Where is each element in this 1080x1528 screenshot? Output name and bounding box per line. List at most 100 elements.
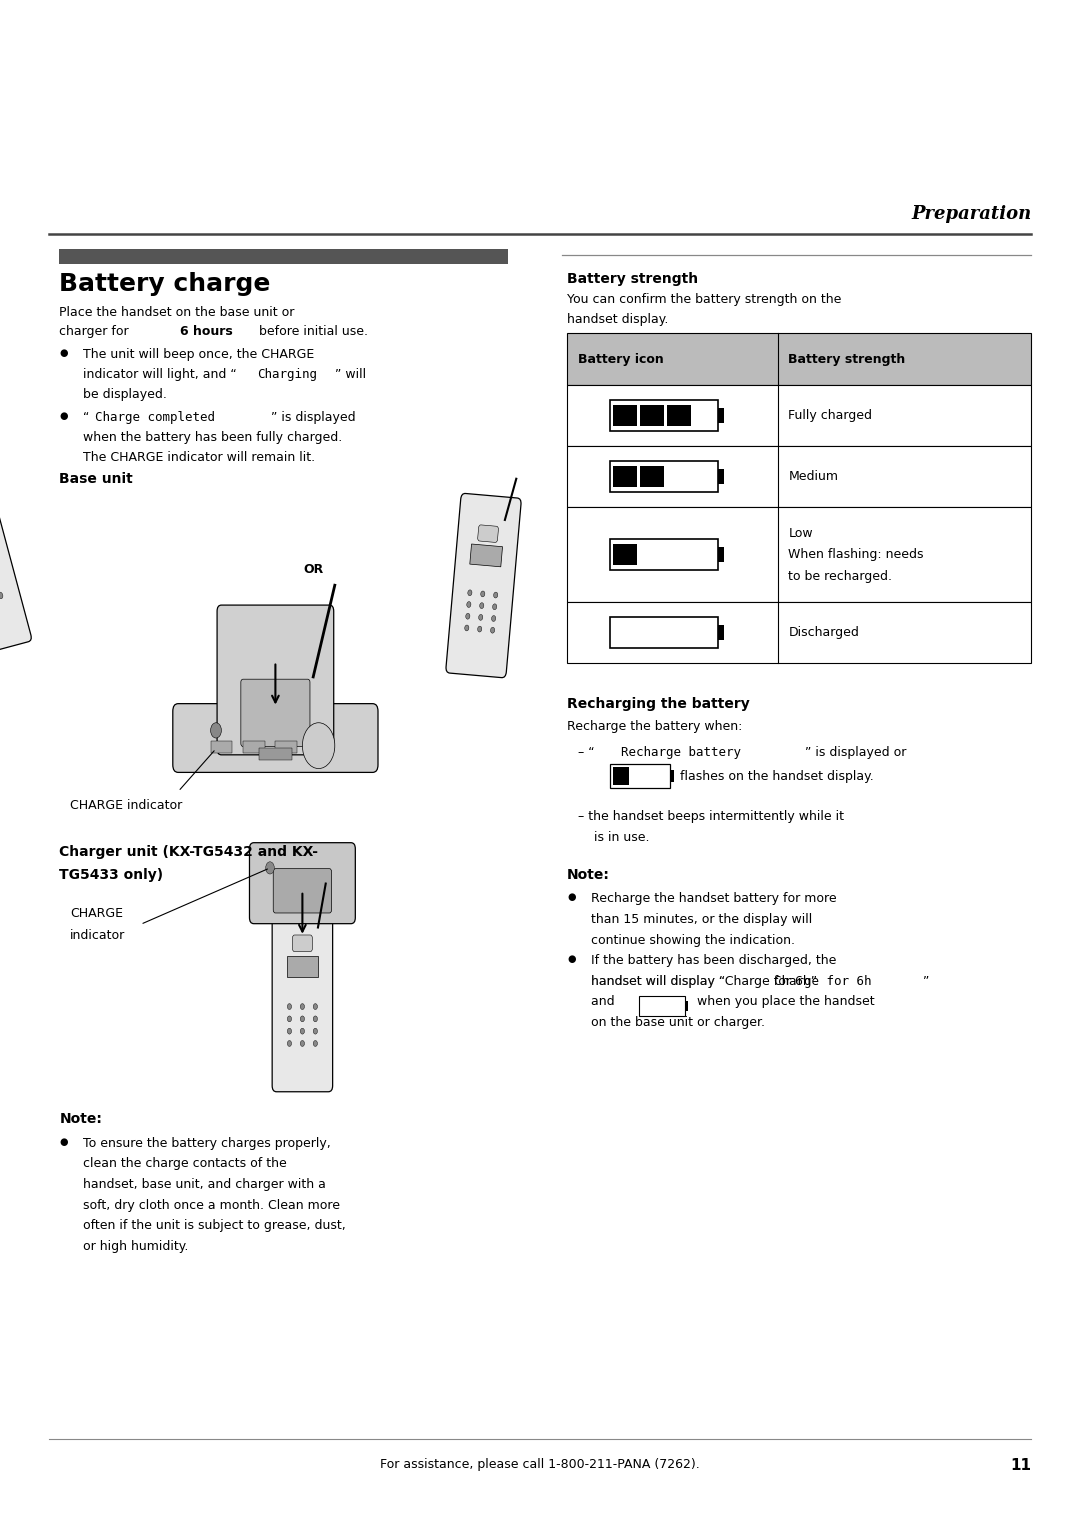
Bar xyxy=(685,1001,688,1012)
FancyBboxPatch shape xyxy=(272,903,333,1091)
Text: Battery icon: Battery icon xyxy=(578,353,663,365)
Text: Charge completed: Charge completed xyxy=(95,411,215,425)
Text: Charging: Charging xyxy=(257,368,318,382)
Text: Note:: Note: xyxy=(59,1112,103,1126)
Bar xyxy=(640,466,664,487)
Text: Preparation: Preparation xyxy=(912,205,1031,223)
Circle shape xyxy=(464,625,469,631)
Bar xyxy=(211,741,232,753)
Bar xyxy=(243,741,265,753)
Circle shape xyxy=(490,628,495,633)
Bar xyxy=(718,625,724,640)
Bar xyxy=(718,469,724,484)
Text: 11: 11 xyxy=(1011,1458,1031,1473)
Bar xyxy=(613,466,637,487)
Circle shape xyxy=(300,1004,305,1010)
Text: ●: ● xyxy=(59,1137,68,1148)
Text: when you place the handset: when you place the handset xyxy=(697,996,874,1008)
Bar xyxy=(567,333,1031,385)
Text: ” is displayed: ” is displayed xyxy=(271,411,355,425)
Text: Place the handset on the base unit or: Place the handset on the base unit or xyxy=(59,306,295,319)
Text: Recharge battery: Recharge battery xyxy=(621,746,741,759)
Text: Note:: Note: xyxy=(567,868,610,882)
Circle shape xyxy=(478,614,483,620)
Text: Recharge the battery when:: Recharge the battery when: xyxy=(567,720,742,733)
Text: to be recharged.: to be recharged. xyxy=(788,570,892,582)
Circle shape xyxy=(481,591,485,597)
Text: If the battery has been discharged, the: If the battery has been discharged, the xyxy=(591,955,836,967)
Text: CHARGE: CHARGE xyxy=(70,908,123,920)
Text: OR: OR xyxy=(303,564,323,576)
Text: ●: ● xyxy=(567,892,576,903)
Circle shape xyxy=(494,593,498,597)
FancyBboxPatch shape xyxy=(446,494,521,677)
Circle shape xyxy=(302,723,335,769)
FancyBboxPatch shape xyxy=(0,445,31,657)
Bar xyxy=(613,405,637,426)
Text: handset will display “Charge for 6h”: handset will display “Charge for 6h” xyxy=(591,975,816,989)
Bar xyxy=(610,461,718,492)
Text: often if the unit is subject to grease, dust,: often if the unit is subject to grease, … xyxy=(83,1219,346,1233)
Circle shape xyxy=(480,602,484,608)
Text: flashes on the handset display.: flashes on the handset display. xyxy=(680,770,874,782)
Text: When flashing: needs: When flashing: needs xyxy=(788,549,923,561)
Text: Charger unit (KX-TG5432 and KX-: Charger unit (KX-TG5432 and KX- xyxy=(59,845,319,859)
Bar xyxy=(567,507,1031,602)
Circle shape xyxy=(313,1016,318,1022)
Text: Charge for 6h: Charge for 6h xyxy=(774,975,872,989)
Text: CHARGE indicator: CHARGE indicator xyxy=(70,799,183,813)
Bar xyxy=(470,544,502,567)
Circle shape xyxy=(313,1028,318,1034)
Text: For assistance, please call 1-800-211-PANA (7262).: For assistance, please call 1-800-211-PA… xyxy=(380,1458,700,1471)
Text: You can confirm the battery strength on the: You can confirm the battery strength on … xyxy=(567,293,841,307)
Text: The unit will beep once, the CHARGE: The unit will beep once, the CHARGE xyxy=(83,348,314,362)
Circle shape xyxy=(467,602,471,608)
Text: on the base unit or charger.: on the base unit or charger. xyxy=(591,1016,765,1030)
Circle shape xyxy=(313,1041,318,1047)
Text: The CHARGE indicator will remain lit.: The CHARGE indicator will remain lit. xyxy=(83,451,315,465)
Text: – “: – “ xyxy=(578,746,594,759)
Bar xyxy=(567,385,1031,446)
Text: Battery charge: Battery charge xyxy=(59,272,271,296)
Text: and: and xyxy=(591,996,619,1008)
Circle shape xyxy=(491,616,496,622)
FancyBboxPatch shape xyxy=(293,935,312,952)
Text: – the handset beeps intermittently while it: – the handset beeps intermittently while… xyxy=(578,810,843,824)
Text: Base unit: Base unit xyxy=(59,472,133,486)
Bar xyxy=(718,408,724,423)
Text: Battery strength: Battery strength xyxy=(788,353,906,365)
Text: Discharged: Discharged xyxy=(788,626,860,639)
Bar xyxy=(287,955,318,976)
Text: Fully charged: Fully charged xyxy=(788,410,873,422)
Text: Battery strength: Battery strength xyxy=(567,272,698,286)
Text: is in use.: is in use. xyxy=(594,831,649,845)
Circle shape xyxy=(266,862,274,874)
Text: indicator will light, and “: indicator will light, and “ xyxy=(83,368,237,382)
FancyBboxPatch shape xyxy=(241,678,310,747)
Bar xyxy=(718,547,724,562)
FancyBboxPatch shape xyxy=(217,605,334,755)
Bar xyxy=(610,400,718,431)
Circle shape xyxy=(468,590,472,596)
Circle shape xyxy=(287,1028,292,1034)
Text: handset display.: handset display. xyxy=(567,313,669,327)
FancyBboxPatch shape xyxy=(173,703,378,772)
Text: ” will: ” will xyxy=(335,368,366,382)
Bar xyxy=(275,741,297,753)
Text: indicator: indicator xyxy=(70,929,125,941)
Bar xyxy=(667,405,691,426)
Bar xyxy=(639,996,685,1016)
Bar xyxy=(59,249,508,264)
Bar xyxy=(613,767,629,785)
Text: “: “ xyxy=(83,411,90,425)
Bar xyxy=(613,544,637,565)
Circle shape xyxy=(287,1041,292,1047)
Text: before initial use.: before initial use. xyxy=(255,325,368,339)
Circle shape xyxy=(300,1016,305,1022)
Circle shape xyxy=(300,1028,305,1034)
Text: be displayed.: be displayed. xyxy=(83,388,167,402)
Text: handset, base unit, and charger with a: handset, base unit, and charger with a xyxy=(83,1178,326,1192)
Text: ” is displayed or: ” is displayed or xyxy=(805,746,906,759)
Text: charger for: charger for xyxy=(59,325,133,339)
Bar xyxy=(640,405,664,426)
